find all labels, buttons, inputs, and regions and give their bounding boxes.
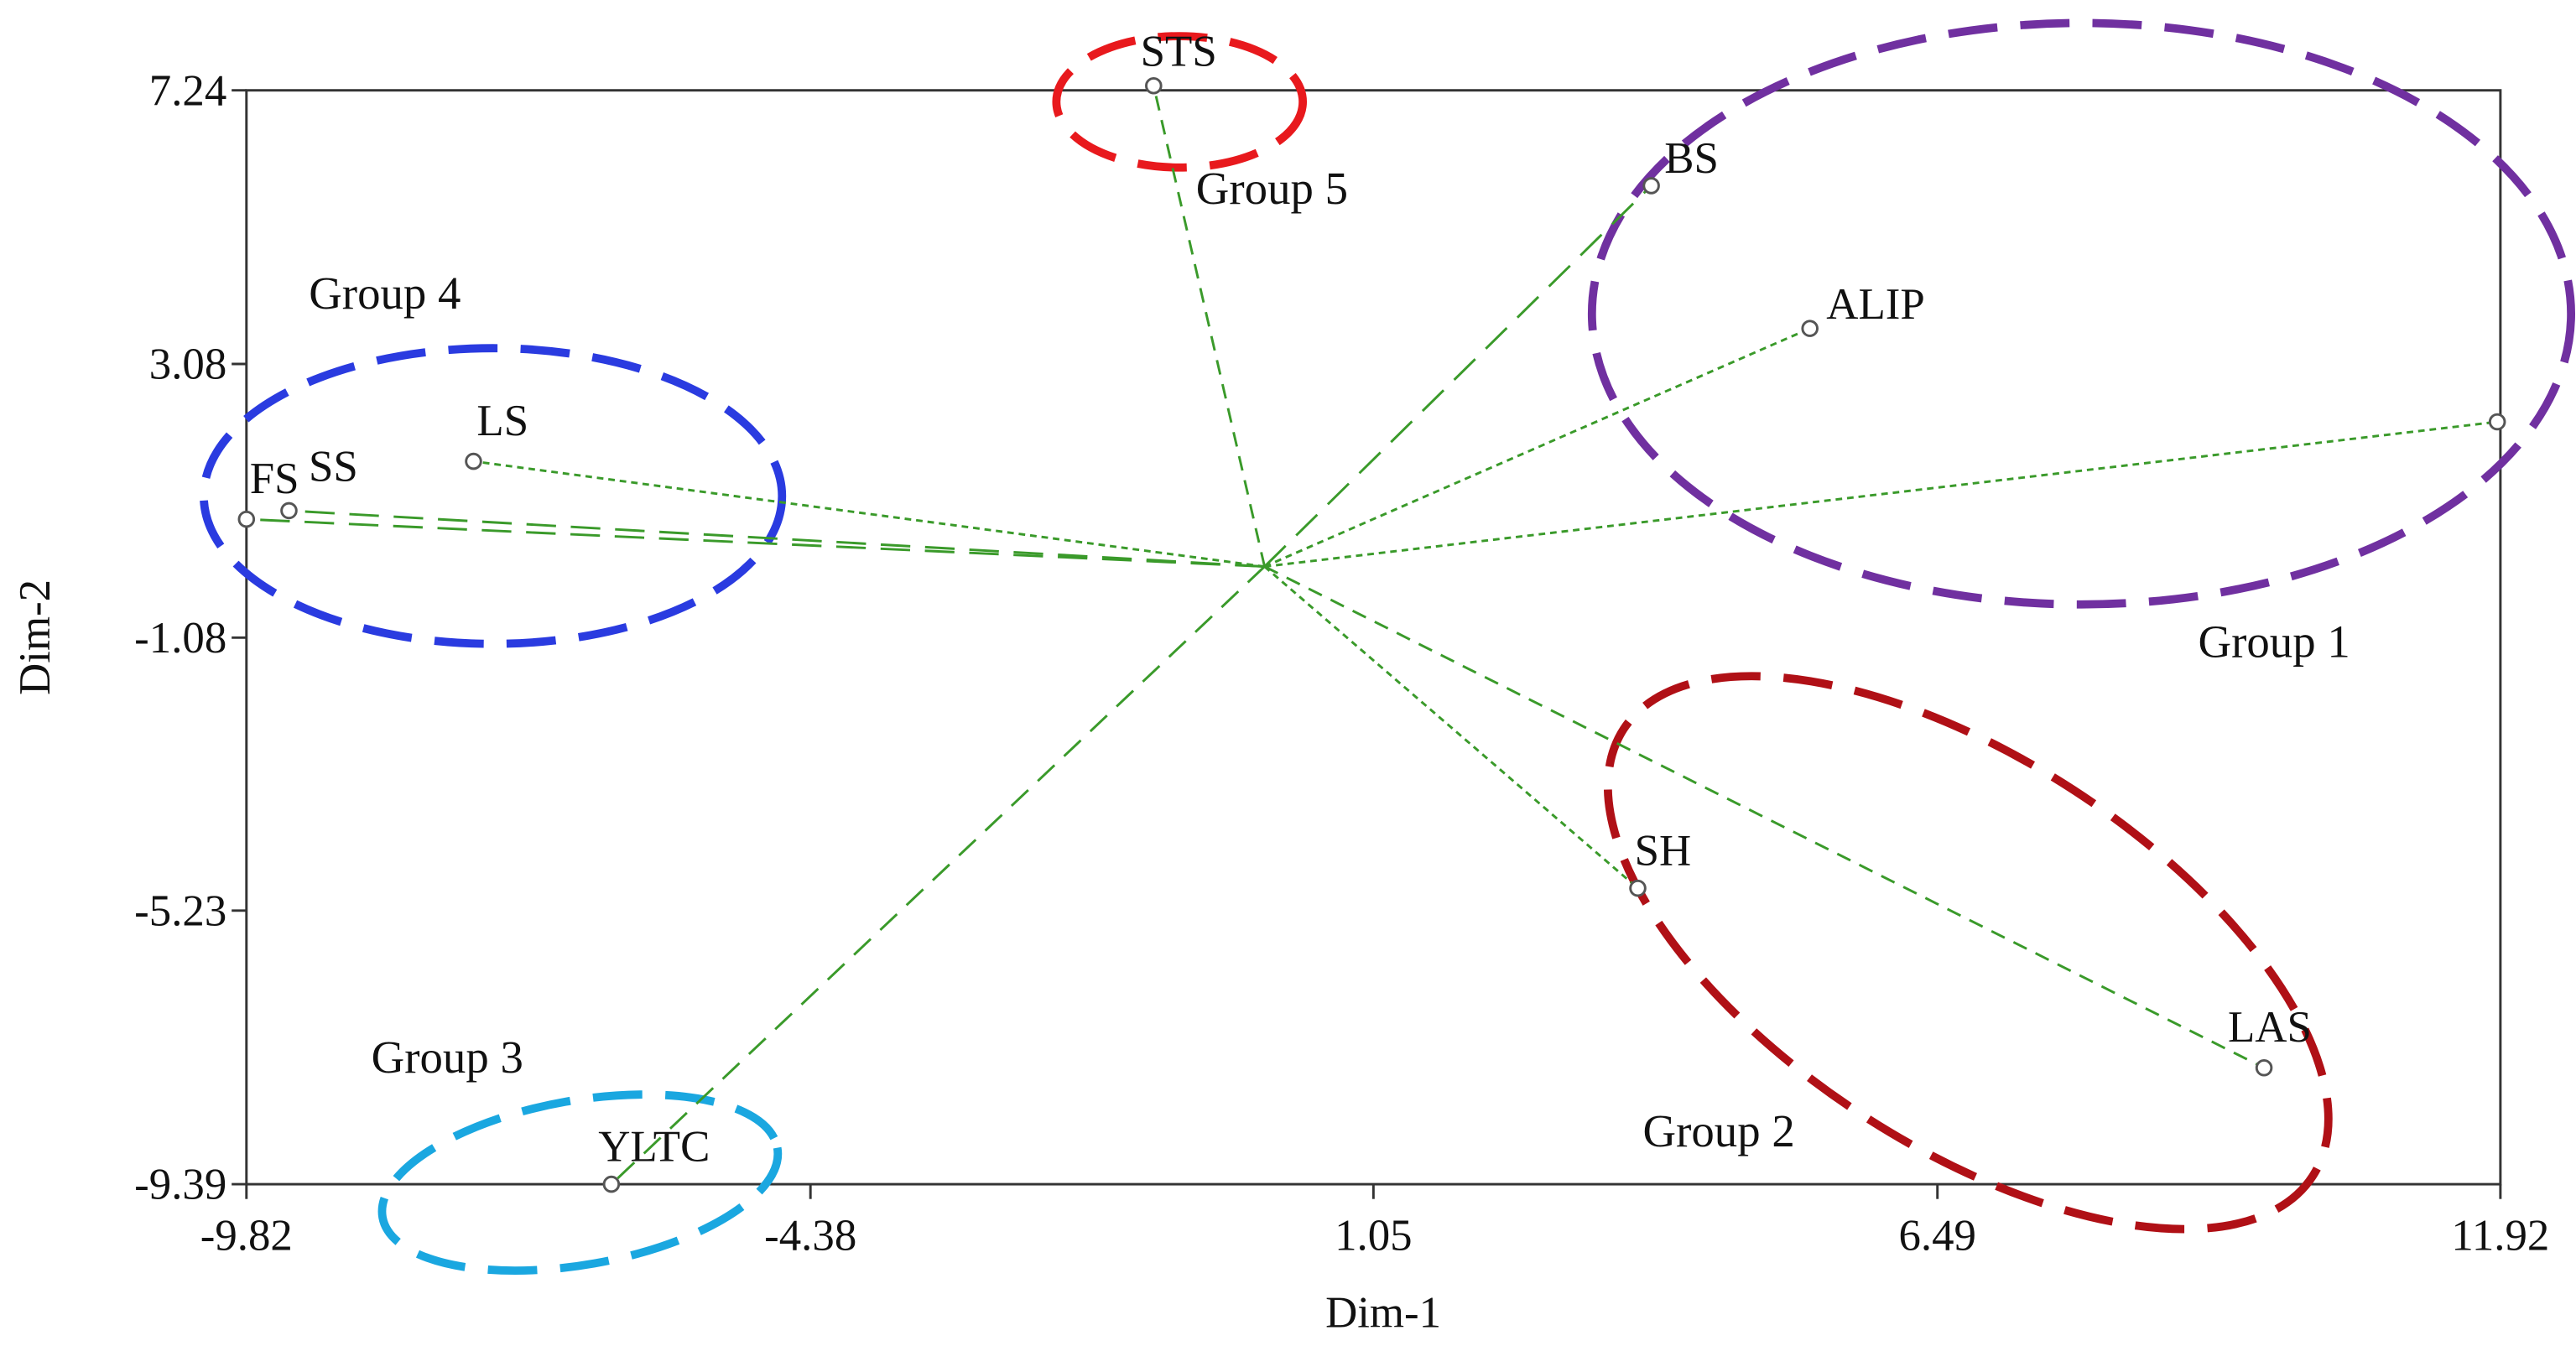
group-ellipse [1603, 672, 2333, 1234]
group-ellipse [199, 344, 787, 648]
y-tick-label: 7.24 [149, 66, 227, 115]
loading-line [1263, 565, 2265, 1069]
group-label: Group 2 [1643, 1105, 1795, 1156]
group-ellipse [1587, 18, 2575, 609]
point [1145, 76, 1163, 95]
loading-line [610, 565, 1266, 1186]
x-axis-label: Dim-1 [1325, 1288, 1441, 1337]
loading-line [289, 509, 1265, 569]
x-tick-label: -9.82 [200, 1211, 293, 1260]
loading-line [1152, 85, 1266, 567]
point [1642, 177, 1660, 195]
group-label: Group 1 [2199, 616, 2350, 667]
point [2488, 413, 2506, 431]
point-label: YLTC [598, 1123, 710, 1172]
y-tick-label: -1.08 [134, 614, 226, 663]
point-label: BS [1664, 134, 1719, 183]
point-label: LAS [2228, 1003, 2312, 1052]
point-label: LS [476, 397, 528, 445]
group-label: Group 4 [309, 268, 461, 319]
x-tick-label: -4.38 [764, 1211, 856, 1260]
loading-line [246, 517, 1265, 569]
point-label: SH [1635, 827, 1692, 876]
x-tick-label: 11.92 [2451, 1211, 2549, 1260]
point [237, 510, 256, 528]
group-label: Group 5 [1196, 163, 1348, 214]
point [1801, 320, 1819, 337]
point [1629, 879, 1647, 897]
y-tick-label: -5.23 [134, 886, 226, 935]
point-label: ALIP [1826, 280, 1924, 329]
point-label: SS [309, 443, 358, 491]
loading-line [1263, 184, 1652, 568]
loading-line [473, 460, 1265, 569]
loading-line [1264, 420, 2498, 569]
point [2255, 1058, 2273, 1077]
loading-line [1263, 327, 1811, 568]
point [602, 1175, 621, 1193]
point-label: FS [250, 455, 299, 503]
point-label: STS [1141, 28, 1217, 76]
group-annotations: Group 5 Group 1 Group 4 Group 2 Group 3 [199, 18, 2575, 1276]
y-tick-label: -9.39 [134, 1161, 226, 1209]
group-ellipse [377, 1090, 783, 1276]
y-axis-label: Dim-2 [11, 579, 60, 695]
point [465, 452, 482, 470]
point [280, 502, 298, 520]
loading-line [1263, 565, 1639, 890]
x-tick-label: 6.49 [1898, 1211, 1976, 1260]
group-label: Group 3 [372, 1032, 523, 1083]
group-ellipse [1052, 32, 1308, 172]
y-tick-label: 3.08 [149, 340, 227, 389]
x-tick-label: 1.05 [1335, 1211, 1413, 1260]
